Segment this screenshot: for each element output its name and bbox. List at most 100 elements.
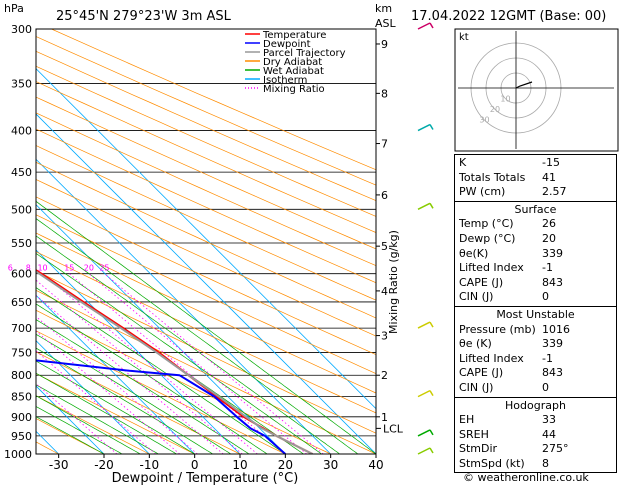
dry-adiabat xyxy=(36,251,376,414)
dry-adiabat xyxy=(36,214,376,374)
wind-barb-flag xyxy=(429,429,434,436)
x-tick-label: 30 xyxy=(323,458,338,472)
mixing-ratio-line xyxy=(36,330,181,454)
hodograph-frame xyxy=(454,28,619,152)
dry-adiabat xyxy=(51,29,376,171)
pressure-tick-label: 750 xyxy=(11,346,32,359)
dry-adiabat xyxy=(36,196,376,355)
pressure-tick-label: 700 xyxy=(11,322,32,335)
asl-label: ASL xyxy=(375,17,397,30)
most-unstable-box: Most Unstable Pressure (mb) 1016 θe (K) 33… xyxy=(454,306,617,398)
wind-barb-flag xyxy=(429,447,434,454)
x-tick-label: -20 xyxy=(94,458,114,472)
wind-barb-flag xyxy=(429,202,434,209)
mu-row-cape: CAPE (J) 843 xyxy=(459,366,563,380)
dry-adiabat xyxy=(36,232,376,394)
pressure-tick-label: 950 xyxy=(11,430,32,443)
wet-adiabat xyxy=(36,360,195,454)
plot-frame xyxy=(35,28,377,455)
dry-adiabat xyxy=(36,373,195,454)
hodograph-title: Hodograph xyxy=(505,398,566,412)
km-tick-label: 1 xyxy=(381,411,388,424)
wind-barb xyxy=(417,22,431,30)
wind-barb xyxy=(417,202,431,210)
legend-label: Dewpoint xyxy=(263,39,311,50)
km-tick-label: 5 xyxy=(381,240,388,253)
dry-adiabat xyxy=(36,270,376,434)
surface-box: Surface Temp (°C) 26 Dewp (°C) 20 θe(K) 339… xyxy=(454,201,617,307)
dry-adiabat xyxy=(36,81,376,233)
x-axis-label: Dewpoint / Temperature (°C) xyxy=(112,471,299,486)
legend-label: Parcel Trajectory xyxy=(263,48,346,59)
location-title: 25°45'N 279°23'W 3m ASL xyxy=(56,9,232,24)
mixing-ratio-label: 20 xyxy=(84,264,94,273)
wind-barb xyxy=(417,321,431,329)
series-dewpoint xyxy=(36,359,286,454)
isotherm xyxy=(36,294,195,454)
mixing-ratio-label: 6 xyxy=(8,264,13,273)
isotherm xyxy=(36,158,331,454)
km-tick-label: 9 xyxy=(381,38,388,51)
dry-adiabat xyxy=(36,112,376,267)
hodo-row-stmdir: StmDir 275° xyxy=(459,442,569,456)
wind-barb xyxy=(417,123,431,132)
mu-row-pressure: Pressure (mb) 1016 xyxy=(459,322,570,336)
km-tick-label: 3 xyxy=(381,330,388,343)
pressure-tick-label: 300 xyxy=(11,23,32,36)
hpa-label: hPa xyxy=(4,2,24,15)
dry-adiabat xyxy=(36,50,376,202)
km-tick-label: 8 xyxy=(381,87,388,100)
isotherm xyxy=(36,340,150,454)
dry-adiabat xyxy=(36,179,376,337)
pressure-tick-label: 850 xyxy=(11,391,32,404)
isotherm xyxy=(36,204,286,454)
lcl-label: LCL xyxy=(383,422,404,435)
km-tick-label: 4 xyxy=(381,285,388,298)
km-tick-label: 2 xyxy=(381,369,388,382)
wet-adiabat xyxy=(36,200,376,454)
dry-adiabat xyxy=(36,128,376,284)
copyright-footer[interactable]: © weatheronline.co.uk xyxy=(463,471,589,484)
surface-row-cape: CAPE (J) 843 xyxy=(459,275,563,289)
wet-adiabat xyxy=(36,235,340,454)
dry-adiabat xyxy=(36,351,241,454)
x-tick-label: 10 xyxy=(232,458,247,472)
wet-adiabat xyxy=(36,253,322,454)
dry-adiabat xyxy=(36,330,286,454)
isotherm xyxy=(36,68,376,410)
x-tick-label: 40 xyxy=(368,458,383,472)
hodograph-ring-label: 10 xyxy=(500,95,510,104)
series-temperature xyxy=(36,269,313,454)
surface-row-li: Lifted Index -1 xyxy=(459,261,553,275)
mixing-ratio-line xyxy=(88,273,307,454)
wet-adiabat xyxy=(36,333,232,454)
x-tick-label: -30 xyxy=(49,458,69,472)
wet-adiabat xyxy=(36,218,359,454)
dry-adiabat xyxy=(36,289,376,454)
hodograph-ring-label: 20 xyxy=(490,105,500,114)
x-tick-label: -10 xyxy=(140,458,160,472)
wet-adiabat xyxy=(36,406,123,454)
wind-barb-flag xyxy=(429,321,434,328)
dry-adiabat xyxy=(36,161,376,319)
hodo-row-stmspd: StmSpd (kt) 8 xyxy=(459,456,549,470)
x-tick-label: 0 xyxy=(191,458,199,472)
pressure-tick-label: 650 xyxy=(11,296,32,309)
wind-barbs xyxy=(417,22,434,455)
wet-adiabat xyxy=(36,372,177,454)
legend-label: Mixing Ratio xyxy=(263,84,325,95)
index-row-tt: Totals Totals 41 xyxy=(459,170,556,184)
most-unstable-title: Most Unstable xyxy=(496,307,575,321)
surface-row-cin: CIN (J) 0 xyxy=(459,290,549,304)
surface-row-theta: θe(K) 339 xyxy=(459,246,563,260)
mixing-ratio-label: 25 xyxy=(99,264,109,273)
wind-barb-flag xyxy=(429,390,434,397)
pressure-tick-label: 600 xyxy=(11,268,32,281)
km-tick-label: 7 xyxy=(381,138,388,151)
dry-adiabat xyxy=(36,65,376,217)
wind-barb xyxy=(417,389,431,398)
pressure-tick-label: 1000 xyxy=(4,448,32,461)
pressure-tick-label: 450 xyxy=(11,166,32,179)
